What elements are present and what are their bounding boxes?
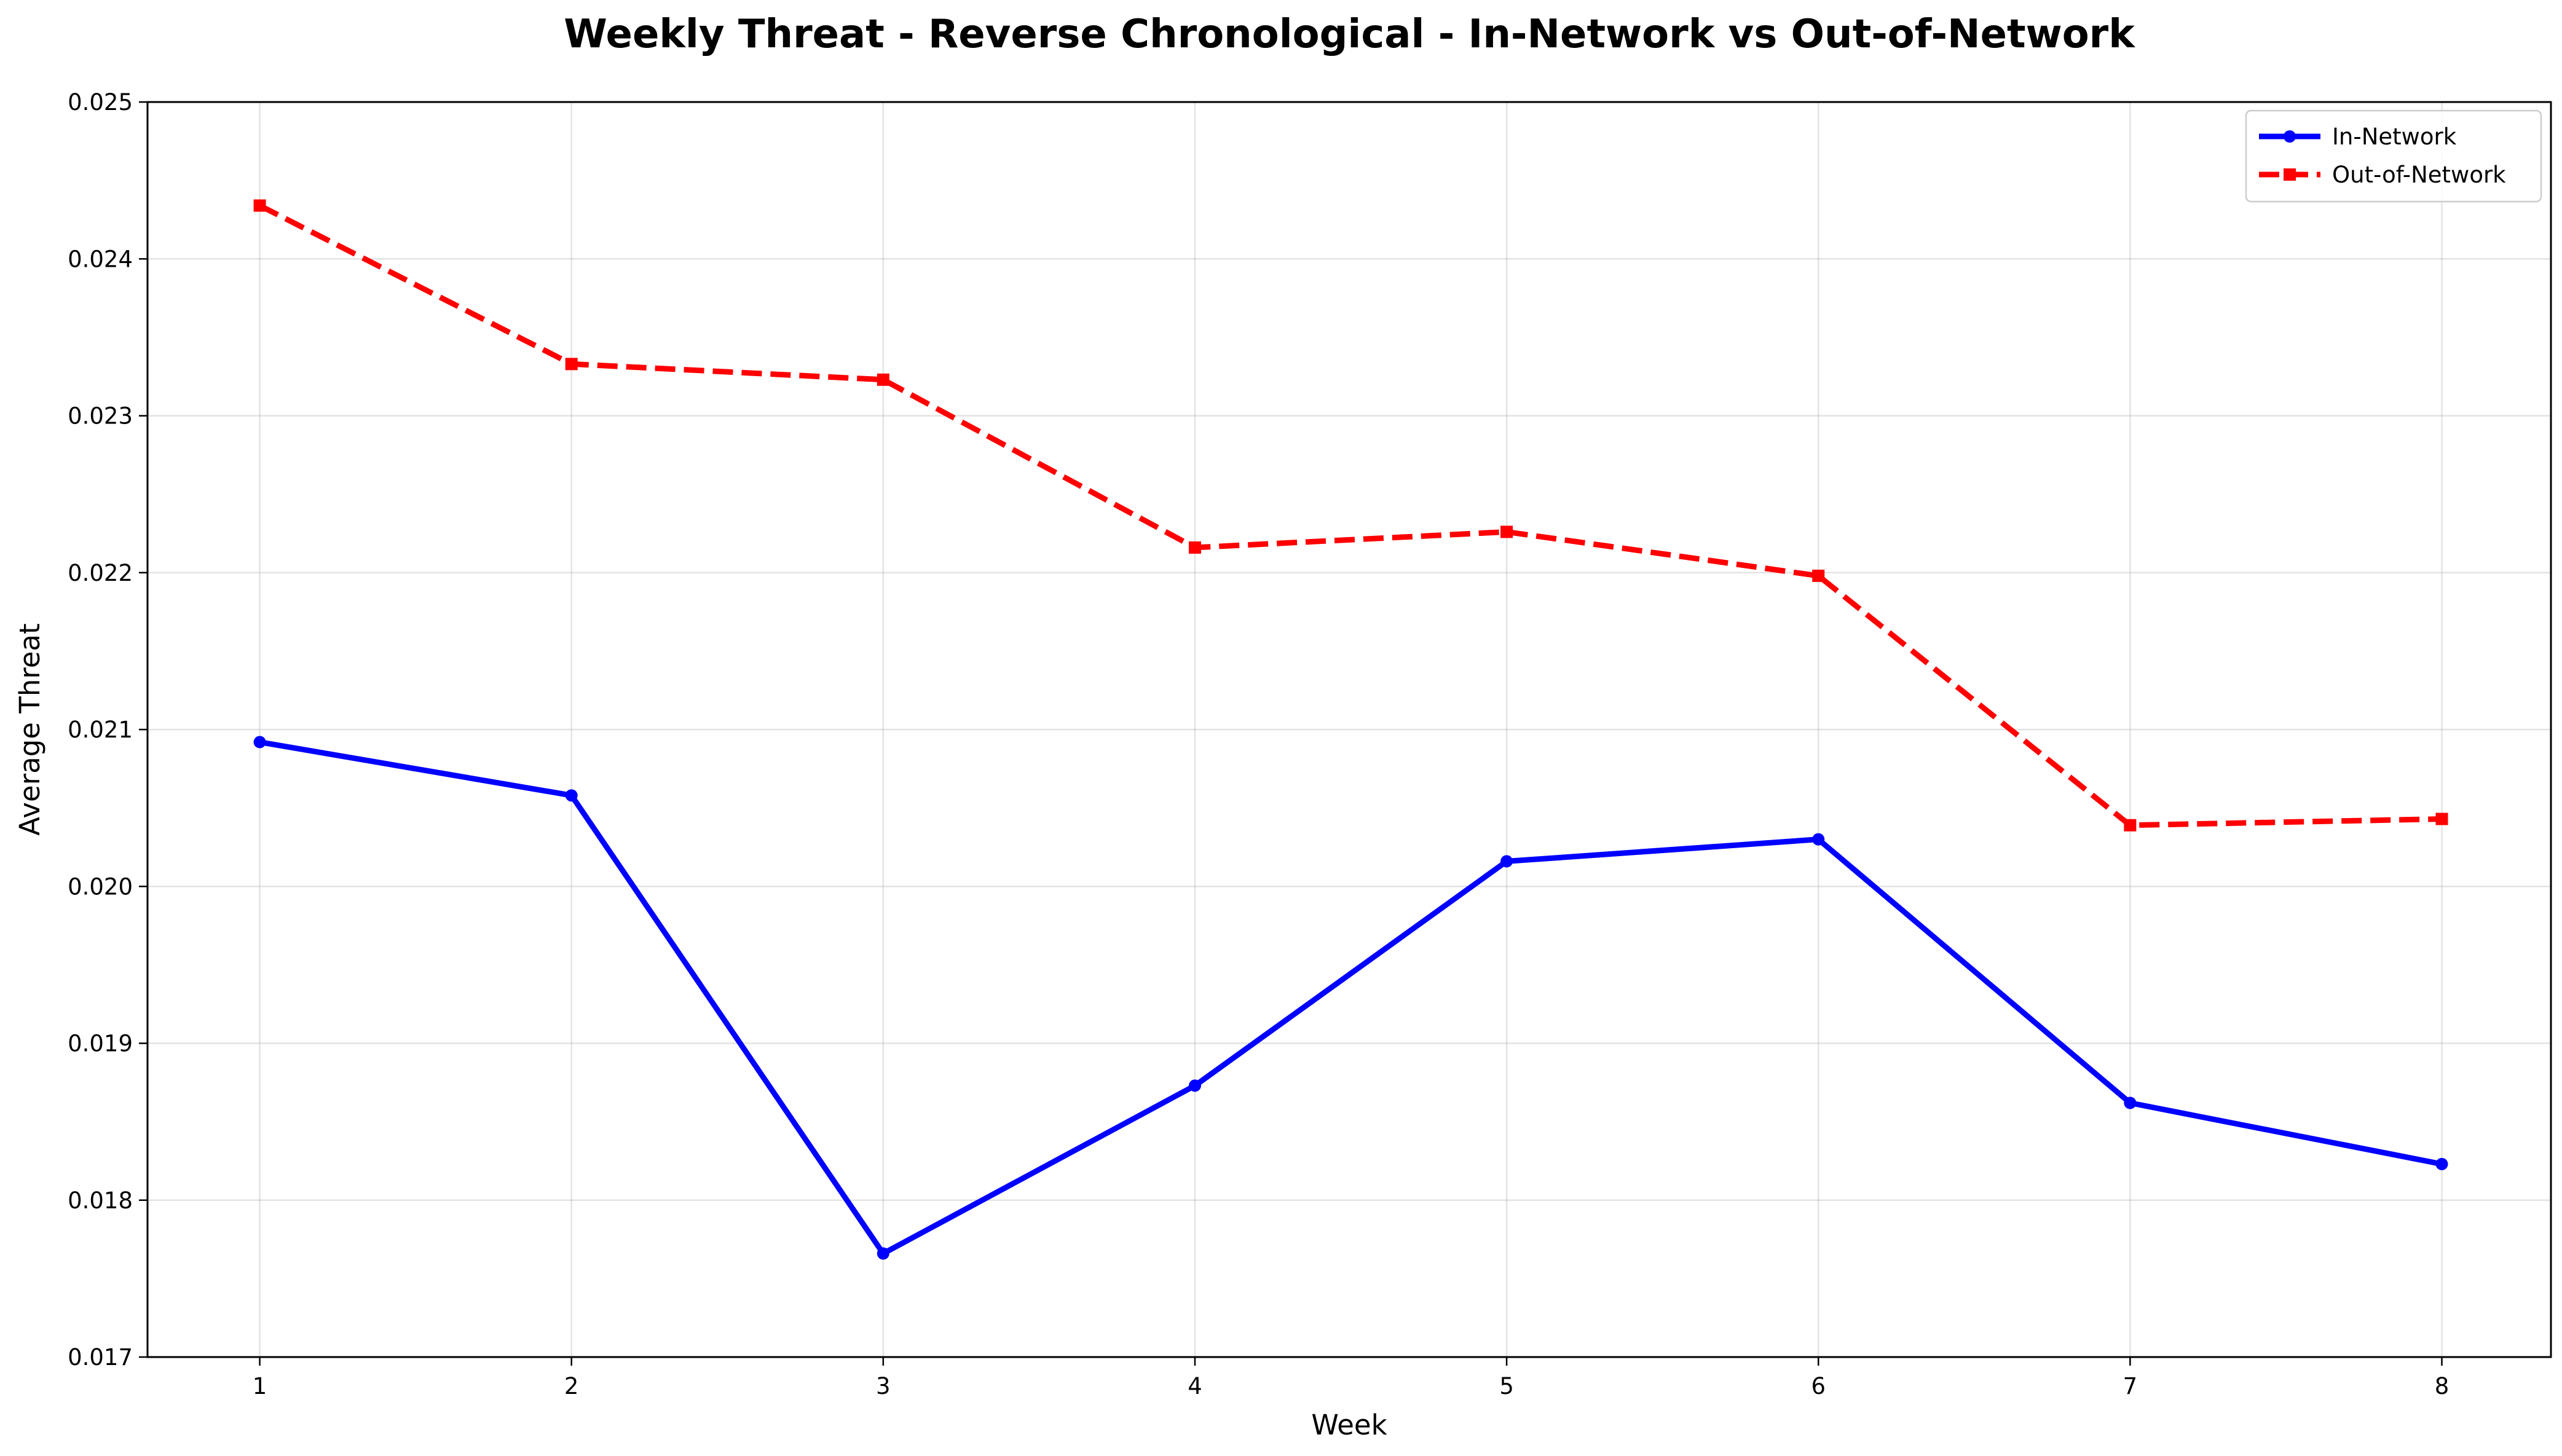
legend: In-Network Out-of-Network xyxy=(2245,109,2542,203)
legend-marker xyxy=(2284,168,2296,181)
y-tick-label: 0.025 xyxy=(68,89,133,116)
chart-title: Weekly Threat - Reverse Chronological - … xyxy=(564,12,2135,57)
data-point xyxy=(565,358,578,371)
x-tick-label: 5 xyxy=(1499,1373,1514,1399)
y-tick-label: 0.020 xyxy=(68,873,133,900)
legend-label: Out-of-Network xyxy=(2332,162,2506,188)
data-point xyxy=(1812,569,1825,582)
data-point xyxy=(2435,813,2448,825)
x-tick-label: 1 xyxy=(253,1373,267,1399)
y-tick-label: 0.023 xyxy=(68,403,133,430)
data-point xyxy=(1188,1079,1201,1092)
data-point xyxy=(2435,1158,2448,1171)
data-point xyxy=(1500,855,1513,868)
data-point xyxy=(2124,1096,2137,1109)
y-tick-label: 0.017 xyxy=(68,1344,133,1371)
series-line xyxy=(257,739,2445,1257)
x-tick-label: 3 xyxy=(876,1373,891,1399)
y-tick-label: 0.024 xyxy=(68,246,133,272)
y-tick-label: 0.019 xyxy=(68,1031,133,1057)
y-axis-label: Average Threat xyxy=(14,623,46,836)
x-axis-label: Week xyxy=(1311,1409,1387,1441)
y-tick-label: 0.022 xyxy=(68,560,133,586)
legend-marker xyxy=(2284,130,2296,143)
y-tick-label: 0.021 xyxy=(68,717,133,743)
y-tick-label: 0.018 xyxy=(68,1187,133,1214)
x-tick-label: 8 xyxy=(2435,1373,2450,1399)
data-point xyxy=(253,199,266,212)
legend-label: In-Network xyxy=(2332,124,2457,150)
data-point xyxy=(2124,819,2137,832)
x-tick-label: 2 xyxy=(564,1373,579,1399)
series-layer xyxy=(253,199,2448,1260)
series-line xyxy=(258,203,2442,828)
ticks: 1 2 3 4 5 6 7 8 0.017 0.018 0.019 0.020 0.021 0.022 0.… xyxy=(68,89,2449,1399)
x-tick-label: 6 xyxy=(1811,1373,1826,1399)
data-point xyxy=(1500,525,1513,538)
data-point xyxy=(253,736,266,749)
x-tick-label: 7 xyxy=(2123,1373,2138,1399)
data-point xyxy=(877,1247,889,1260)
x-tick-label: 4 xyxy=(1188,1373,1202,1399)
data-point xyxy=(1188,541,1201,554)
data-point xyxy=(565,789,578,802)
data-point xyxy=(1812,833,1825,846)
legend-box xyxy=(2245,109,2542,203)
data-point xyxy=(877,373,889,386)
